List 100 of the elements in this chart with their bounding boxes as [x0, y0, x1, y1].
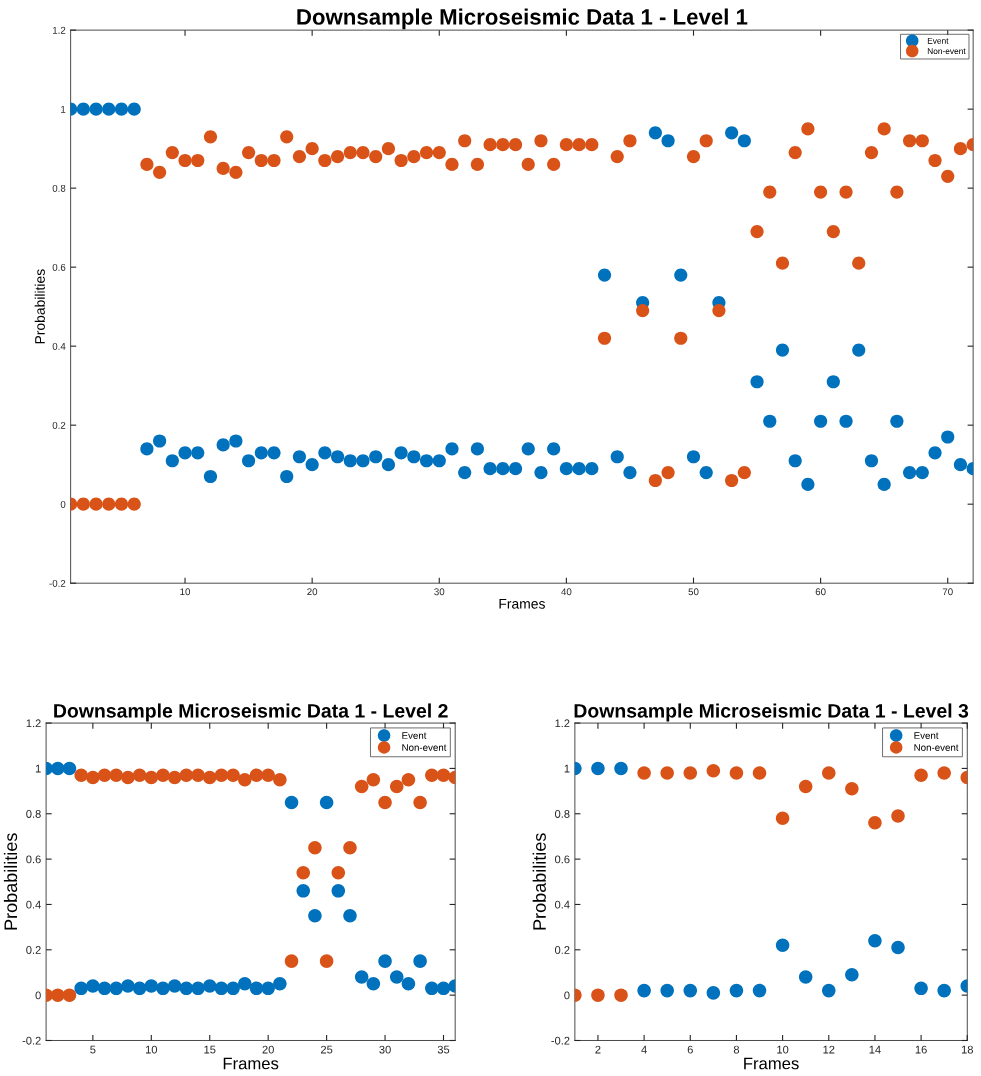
x-tick-label: 16	[915, 1045, 927, 1054]
point	[775, 811, 790, 826]
point	[914, 981, 928, 996]
point	[214, 768, 229, 782]
legend-label: Event	[927, 37, 949, 44]
point	[249, 981, 264, 996]
point	[752, 766, 767, 780]
point	[683, 766, 698, 780]
point	[226, 768, 240, 782]
legend-label: Event	[914, 732, 939, 739]
point	[167, 979, 182, 993]
x-tick-label: 2	[595, 1045, 601, 1054]
point	[891, 940, 905, 955]
point	[74, 768, 88, 782]
point	[729, 983, 744, 998]
point	[752, 983, 767, 998]
point	[937, 983, 951, 998]
point	[660, 766, 674, 780]
x-tick-label: 10	[180, 588, 191, 596]
point	[891, 809, 905, 823]
chart-title: Downsample Microseismic Data 1 - Level 1	[297, 8, 748, 30]
point	[319, 795, 334, 810]
y-tick-label: -0.2	[551, 1036, 570, 1045]
x-tick-label: 60	[815, 588, 826, 596]
point	[343, 841, 357, 855]
point	[775, 938, 790, 953]
y-tick-label: 0	[564, 991, 570, 1000]
y-tick-label: 0.4	[52, 342, 66, 350]
x-tick-label: 14	[869, 1045, 881, 1054]
point	[706, 763, 721, 778]
point	[319, 954, 334, 968]
point	[378, 795, 392, 810]
point	[378, 954, 392, 968]
point	[74, 981, 88, 996]
point	[226, 981, 240, 996]
point	[637, 766, 651, 780]
point	[179, 981, 194, 996]
point	[238, 772, 252, 787]
y-axis-title: Probabilities	[3, 833, 18, 930]
point	[798, 970, 813, 984]
point	[121, 770, 135, 785]
y-tick-label: 0.2	[554, 946, 570, 954]
point	[591, 988, 605, 1002]
point	[202, 770, 217, 785]
point	[389, 970, 404, 984]
point	[144, 770, 159, 785]
point	[660, 983, 674, 998]
point	[238, 977, 252, 991]
x-tick-label: 50	[688, 588, 699, 596]
legend-label: Event	[402, 732, 427, 739]
point	[86, 770, 100, 785]
point	[308, 909, 322, 923]
x-tick-label: 15	[204, 1045, 216, 1054]
y-tick-label: 0.6	[554, 855, 570, 864]
point	[109, 768, 123, 782]
point	[413, 795, 427, 810]
point	[167, 770, 182, 785]
point	[868, 816, 882, 830]
y-tick-label: 0.8	[52, 184, 66, 192]
point	[389, 779, 404, 794]
point	[366, 977, 381, 991]
point	[436, 981, 451, 996]
y-tick-label: 0.4	[554, 900, 570, 909]
x-tick-label: 30	[379, 1045, 391, 1054]
point	[273, 977, 287, 991]
y-tick-label: 1.2	[26, 719, 41, 728]
y-tick-label: 0	[35, 991, 41, 1000]
point	[249, 768, 264, 782]
point	[284, 795, 299, 810]
point	[343, 909, 357, 923]
y-tick-label: 0.6	[26, 855, 41, 864]
point	[62, 761, 77, 776]
point	[284, 954, 299, 968]
point	[51, 761, 65, 776]
y-tick-label: 0.8	[26, 810, 41, 818]
point	[179, 768, 194, 782]
x-axis-title: Frames	[499, 599, 545, 609]
point	[191, 768, 205, 782]
point	[156, 981, 170, 996]
y-axis-title: Probabilities	[532, 833, 546, 930]
point	[331, 884, 346, 898]
point	[296, 884, 311, 898]
point	[425, 981, 439, 996]
point	[261, 981, 275, 996]
point	[109, 981, 123, 996]
y-tick-label: -0.2	[49, 579, 66, 587]
y-tick-label: 0	[60, 500, 66, 508]
point	[401, 772, 416, 787]
y-tick-label: 1	[564, 764, 570, 773]
x-tick-label: 6	[687, 1045, 693, 1054]
y-tick-label: -0.2	[22, 1036, 41, 1045]
y-tick-label: 0.2	[52, 421, 66, 429]
x-tick-label: 12	[823, 1045, 835, 1054]
point	[331, 865, 346, 880]
y-tick-label: 1	[61, 105, 66, 113]
point	[132, 768, 147, 782]
point	[436, 768, 451, 782]
point	[51, 988, 65, 1002]
legend-label: Non-event	[927, 48, 966, 55]
point	[845, 782, 859, 796]
